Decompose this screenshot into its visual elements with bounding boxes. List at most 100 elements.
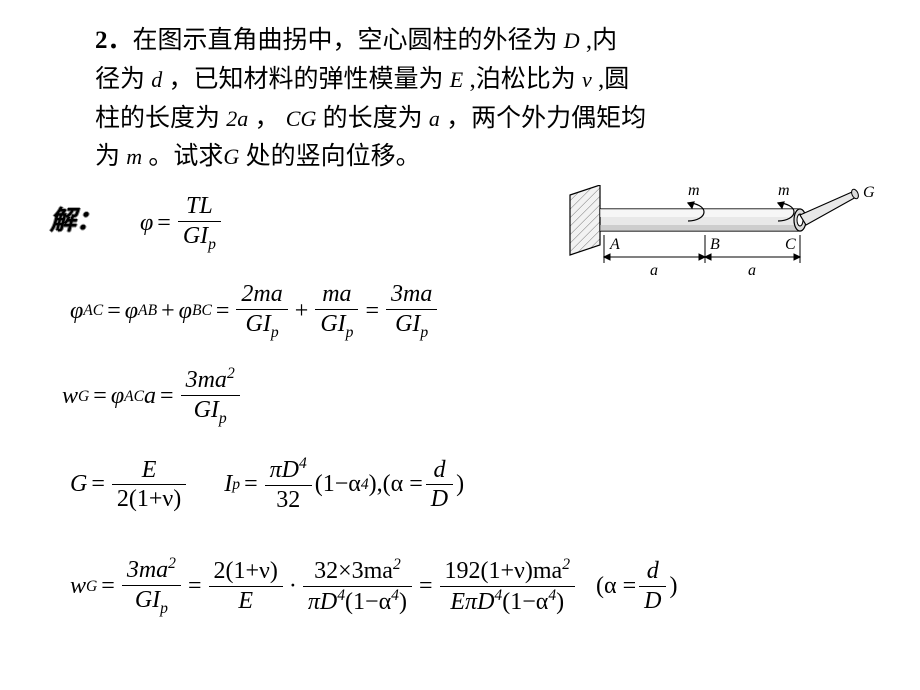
eq-wG-final: wG = 3ma2GIp = 2(1+ν)E · 32×3ma2 πD4(1−α… xyxy=(70,555,677,618)
lbl-m1: m xyxy=(688,185,700,199)
tail: (α = xyxy=(596,573,636,600)
sym-2a: 2a xyxy=(226,106,248,131)
plus1: + xyxy=(161,298,175,325)
d3c: ) xyxy=(399,589,407,615)
d: GI xyxy=(194,397,219,423)
sym-CG: CG xyxy=(286,106,317,131)
d1: GI xyxy=(135,587,160,613)
DD: D xyxy=(426,485,453,514)
p1: p xyxy=(160,600,168,617)
sym-nu: ν xyxy=(582,67,592,92)
num-TL: TL xyxy=(178,192,221,222)
n2: ma xyxy=(315,280,358,310)
equals: = xyxy=(157,210,171,237)
cylinder xyxy=(600,209,806,231)
s-BC: BC xyxy=(192,302,212,320)
sG: G xyxy=(78,388,89,406)
p2: p xyxy=(346,324,354,341)
eq-G-Ip: G = E2(1+ν) Ip = πD432 (1−α4),(α = dD ) xyxy=(70,455,464,515)
f4a: 4 xyxy=(337,587,345,604)
lbl-A: A xyxy=(609,236,620,253)
eq: = xyxy=(91,471,105,498)
sym-D: D xyxy=(564,28,580,53)
s2c: 2 xyxy=(562,556,570,573)
t3a: 柱的长度为 xyxy=(95,105,226,132)
dim-lines xyxy=(604,235,800,263)
diagram-svg: m m G A B C a a xyxy=(560,185,880,320)
f4b: 4 xyxy=(391,587,399,604)
page: 2．在图示直角曲拐中，空心圆柱的外径为 D ,内 径为 d ，已知材料的弹性模量… xyxy=(0,0,920,690)
lbl-m2: m xyxy=(778,185,790,199)
sym-G: G xyxy=(223,144,239,169)
d2: E xyxy=(209,587,283,616)
p: p xyxy=(219,410,227,427)
p3: p xyxy=(420,324,428,341)
t4a: 为 xyxy=(95,143,126,170)
s-AB: AB xyxy=(138,302,157,320)
n4a: 192(1+ν)ma xyxy=(445,558,563,584)
sAC: AC xyxy=(124,388,144,406)
problem-number: 2． xyxy=(95,27,133,54)
n3a: 32×3ma xyxy=(314,558,393,584)
lbl-B: B xyxy=(710,236,720,253)
d3: GI xyxy=(395,311,420,337)
e3: = xyxy=(419,573,433,600)
t3d: ，两个外力偶矩均 xyxy=(440,105,646,132)
phi: φ xyxy=(140,210,153,237)
beam-diagram: m m G A B C a a xyxy=(560,185,880,320)
d2: GI xyxy=(320,311,345,337)
sym-E: E xyxy=(450,67,463,92)
piD: πD xyxy=(270,457,299,483)
lbl-a2: a xyxy=(748,262,756,279)
E: E xyxy=(112,456,186,486)
d4a: EπD xyxy=(450,589,494,615)
tail: (1−α xyxy=(315,471,361,498)
eq-phiAC: φAC = φAB + φBC = 2maGIp + maGIp = 3maGI… xyxy=(70,280,440,342)
sG: G xyxy=(86,578,97,596)
phi2: φ xyxy=(125,298,138,325)
t2b: ，已知材料的弹性模量为 xyxy=(162,66,450,93)
f4: 4 xyxy=(299,455,307,472)
s2: 2 xyxy=(227,365,235,382)
p1: p xyxy=(271,324,279,341)
t2d: ,圆 xyxy=(592,66,630,93)
a: a xyxy=(144,383,156,410)
w: w xyxy=(62,383,78,410)
s2a: 2 xyxy=(168,555,176,572)
dot: · xyxy=(289,573,297,600)
d1: GI xyxy=(246,311,271,337)
t3c: 的长度为 xyxy=(316,105,429,132)
G: G xyxy=(70,471,87,498)
d3a: πD xyxy=(308,589,337,615)
lbl-C: C xyxy=(785,236,796,253)
d3b: (1−α xyxy=(345,589,391,615)
close: ) xyxy=(456,471,464,498)
eq-phi-def: φ = TL GIp xyxy=(140,192,224,254)
den: 2(1+ν) xyxy=(112,485,186,514)
close: ) xyxy=(669,573,677,600)
dd: d xyxy=(639,557,666,587)
sym-a: a xyxy=(429,106,440,131)
sym-d: d xyxy=(151,67,162,92)
e2: = xyxy=(188,573,202,600)
d4b: (1−α xyxy=(502,589,548,615)
eq3: = xyxy=(365,298,379,325)
eq2: = xyxy=(216,298,230,325)
t2a: 径为 xyxy=(95,66,151,93)
n2: 2(1+ν) xyxy=(209,557,283,587)
problem-statement: 2．在图示直角曲拐中，空心圆柱的外径为 D ,内 径为 d ，已知材料的弹性模量… xyxy=(95,22,845,177)
t1b: ,内 xyxy=(580,27,618,54)
d4c: ) xyxy=(556,589,564,615)
f4d: 4 xyxy=(548,587,556,604)
DD: D xyxy=(639,587,666,616)
t1: 在图示直角曲拐中，空心圆柱的外径为 xyxy=(133,27,564,54)
n3: 3ma xyxy=(386,280,437,310)
dd: d xyxy=(426,456,453,486)
t4c: 处的竖向位移。 xyxy=(239,143,420,170)
t3b: ， xyxy=(248,105,286,132)
eq-wG: wG = φAC a = 3ma2 GIp xyxy=(62,365,243,428)
n1: 2ma xyxy=(236,280,287,310)
den-GI: GI xyxy=(183,223,208,249)
plus2: + xyxy=(295,298,309,325)
n: 3ma xyxy=(186,367,227,393)
